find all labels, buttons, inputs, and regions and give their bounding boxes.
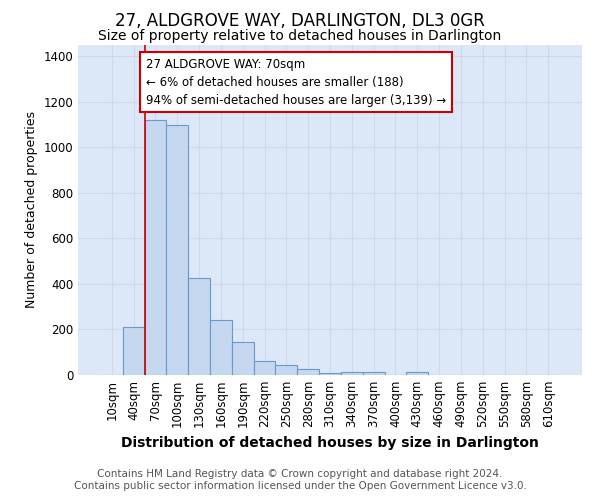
Bar xyxy=(145,120,166,375)
Bar xyxy=(232,342,254,375)
Bar xyxy=(210,320,232,375)
Bar xyxy=(319,372,341,375)
Bar xyxy=(275,366,297,375)
Bar xyxy=(297,370,319,375)
Bar xyxy=(188,278,210,375)
Y-axis label: Number of detached properties: Number of detached properties xyxy=(25,112,38,308)
Bar xyxy=(123,327,145,375)
Bar xyxy=(254,362,275,375)
Text: Contains HM Land Registry data © Crown copyright and database right 2024.
Contai: Contains HM Land Registry data © Crown c… xyxy=(74,470,526,491)
Bar xyxy=(166,124,188,375)
Text: Size of property relative to detached houses in Darlington: Size of property relative to detached ho… xyxy=(98,29,502,43)
Text: 27 ALDGROVE WAY: 70sqm
← 6% of detached houses are smaller (188)
94% of semi-det: 27 ALDGROVE WAY: 70sqm ← 6% of detached … xyxy=(146,58,446,106)
X-axis label: Distribution of detached houses by size in Darlington: Distribution of detached houses by size … xyxy=(121,436,539,450)
Text: 27, ALDGROVE WAY, DARLINGTON, DL3 0GR: 27, ALDGROVE WAY, DARLINGTON, DL3 0GR xyxy=(115,12,485,30)
Bar xyxy=(363,372,385,375)
Bar xyxy=(341,372,363,375)
Bar xyxy=(406,372,428,375)
